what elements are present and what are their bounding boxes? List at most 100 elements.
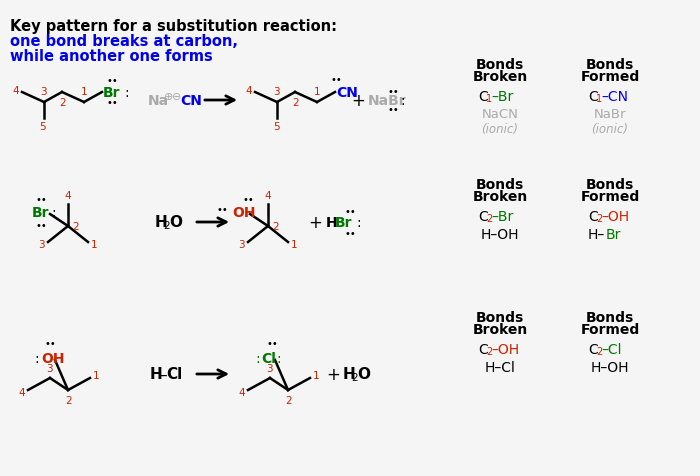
Text: 3: 3 xyxy=(40,87,46,97)
Text: O: O xyxy=(357,367,370,382)
Text: ••: •• xyxy=(106,98,118,108)
Text: –CN: –CN xyxy=(601,90,628,104)
Text: H: H xyxy=(343,367,356,382)
Text: 1: 1 xyxy=(291,239,298,249)
Text: ⊖: ⊖ xyxy=(172,92,181,102)
Text: 2: 2 xyxy=(66,395,72,405)
Text: 2: 2 xyxy=(286,395,293,405)
Text: H–OH: H–OH xyxy=(481,228,519,241)
Text: C: C xyxy=(478,90,488,104)
Text: H–OH: H–OH xyxy=(591,360,629,374)
Text: C: C xyxy=(478,342,488,356)
Text: Formed: Formed xyxy=(580,189,640,204)
Text: +: + xyxy=(308,214,322,231)
Text: NaCN: NaCN xyxy=(482,108,519,121)
Text: Cl: Cl xyxy=(261,351,276,365)
Text: –: – xyxy=(159,367,167,382)
Text: 1: 1 xyxy=(313,370,320,380)
Text: C: C xyxy=(588,342,598,356)
Text: 2: 2 xyxy=(72,221,78,231)
Text: one bond breaks at carbon,: one bond breaks at carbon, xyxy=(10,34,238,49)
Text: 3: 3 xyxy=(239,239,245,249)
Text: ••: •• xyxy=(216,205,228,215)
Text: ••: •• xyxy=(44,338,56,348)
Text: 1: 1 xyxy=(80,87,88,97)
Text: +: + xyxy=(351,92,365,110)
Text: 2: 2 xyxy=(60,98,66,108)
Text: ••: •• xyxy=(35,220,47,230)
Text: 1: 1 xyxy=(93,370,99,380)
Text: CN: CN xyxy=(180,94,202,108)
Text: Br: Br xyxy=(103,86,120,100)
Text: –OH: –OH xyxy=(491,342,519,356)
Text: :: : xyxy=(256,351,260,365)
Text: ••: •• xyxy=(330,75,342,85)
Text: :: : xyxy=(34,351,39,365)
Text: Cl: Cl xyxy=(166,367,182,382)
Text: 1: 1 xyxy=(486,94,492,104)
Text: 2: 2 xyxy=(596,346,602,356)
Text: 2: 2 xyxy=(272,221,279,231)
Text: ••: •• xyxy=(344,228,356,238)
Text: ••: •• xyxy=(387,87,399,97)
Text: C: C xyxy=(588,90,598,104)
Text: 2: 2 xyxy=(293,98,300,108)
Text: ••: •• xyxy=(266,338,278,348)
Text: (ionic): (ionic) xyxy=(592,122,629,135)
Text: Br: Br xyxy=(335,216,353,229)
Text: O: O xyxy=(169,215,182,230)
Text: H: H xyxy=(326,216,337,229)
Text: :: : xyxy=(51,206,55,219)
Text: :: : xyxy=(124,86,129,100)
Text: Bonds: Bonds xyxy=(586,58,634,72)
Text: H: H xyxy=(155,215,168,230)
Text: NaBr: NaBr xyxy=(368,94,407,108)
Text: 1: 1 xyxy=(314,87,321,97)
Text: NaBr: NaBr xyxy=(594,108,626,121)
Text: Br: Br xyxy=(606,228,622,241)
Text: while another one forms: while another one forms xyxy=(10,49,213,64)
Text: ••: •• xyxy=(387,105,399,115)
Text: OH: OH xyxy=(232,206,256,219)
Text: 3: 3 xyxy=(273,87,279,97)
Text: –OH: –OH xyxy=(601,209,629,224)
Text: H–: H– xyxy=(588,228,606,241)
Text: Bonds: Bonds xyxy=(476,310,524,324)
Text: Bonds: Bonds xyxy=(586,178,634,192)
Text: 5: 5 xyxy=(40,122,46,132)
Text: 2: 2 xyxy=(486,214,492,224)
Text: 2: 2 xyxy=(596,214,602,224)
Text: Bonds: Bonds xyxy=(476,178,524,192)
Text: 3: 3 xyxy=(38,239,45,249)
Text: ••: •• xyxy=(344,207,356,217)
Text: 4: 4 xyxy=(239,387,245,397)
Text: 4: 4 xyxy=(18,387,25,397)
Text: Br: Br xyxy=(32,206,50,219)
Text: CN: CN xyxy=(336,86,358,100)
Text: 4: 4 xyxy=(64,190,71,200)
Text: ⊕: ⊕ xyxy=(164,92,174,102)
Text: +: + xyxy=(326,365,340,383)
Text: OH: OH xyxy=(41,351,64,365)
Text: :: : xyxy=(400,94,405,108)
Text: Na: Na xyxy=(148,94,169,108)
Text: 5: 5 xyxy=(273,122,279,132)
Text: 3: 3 xyxy=(46,363,52,373)
Text: :: : xyxy=(356,216,360,229)
Text: 3: 3 xyxy=(266,363,272,373)
Text: Formed: Formed xyxy=(580,70,640,84)
Text: Key pattern for a substitution reaction:: Key pattern for a substitution reaction: xyxy=(10,19,342,34)
Text: 4: 4 xyxy=(13,86,19,96)
Text: C: C xyxy=(478,209,488,224)
Text: ••: •• xyxy=(242,195,254,205)
Text: Bonds: Bonds xyxy=(476,58,524,72)
Text: H: H xyxy=(150,367,162,382)
Text: 4: 4 xyxy=(265,190,272,200)
Text: 2: 2 xyxy=(351,372,358,382)
Text: :: : xyxy=(276,351,281,365)
Text: –Br: –Br xyxy=(491,209,513,224)
Text: Bonds: Bonds xyxy=(586,310,634,324)
Text: 2: 2 xyxy=(486,346,492,356)
Text: –Cl: –Cl xyxy=(601,342,622,356)
Text: 1: 1 xyxy=(91,239,97,249)
